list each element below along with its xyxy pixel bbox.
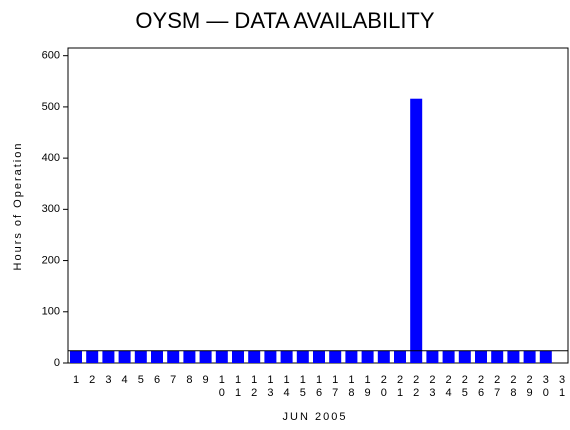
x-tick-label: 1 — [73, 374, 79, 386]
bar — [70, 350, 82, 363]
x-tick-label: 2 — [89, 374, 95, 386]
y-tick-label: 600 — [42, 50, 60, 62]
bar — [410, 98, 423, 364]
plot-frame — [67, 47, 569, 364]
bar — [475, 350, 487, 363]
bar — [426, 350, 439, 363]
bar — [232, 350, 244, 363]
bar — [280, 350, 293, 363]
y-tick-label: 400 — [42, 152, 60, 164]
y-tick-label: 100 — [42, 306, 60, 318]
bar — [264, 350, 277, 363]
x-tick-label: 9 — [203, 374, 209, 386]
bar — [167, 350, 180, 363]
x-tick-label: 6 — [154, 374, 160, 386]
bar — [442, 350, 455, 363]
x-tick-label: 3 — [105, 374, 111, 386]
chart-title: OYSM — DATA AVAILABILITY — [135, 8, 434, 33]
bar — [523, 350, 536, 363]
bar — [377, 350, 390, 363]
bar — [296, 350, 309, 363]
bar — [539, 350, 552, 363]
bar — [345, 350, 358, 363]
bar — [248, 350, 261, 363]
bar — [394, 350, 406, 363]
x-tick-label: 4 — [122, 374, 128, 386]
x-axis-label: JUN 2005 — [283, 411, 348, 423]
y-tick-label: 200 — [42, 254, 60, 266]
bar — [491, 350, 504, 363]
bar — [183, 350, 196, 363]
x-tick-label: 5 — [138, 374, 144, 386]
bar — [199, 350, 212, 363]
bar — [313, 350, 325, 363]
y-tick-label: 0 — [54, 357, 60, 369]
bar — [86, 350, 99, 363]
bar — [151, 350, 163, 363]
y-axis-label: Hours of Operation — [12, 142, 24, 271]
bar — [329, 350, 342, 363]
y-tick-label: 500 — [42, 101, 60, 113]
bar — [361, 350, 374, 363]
bar — [215, 350, 228, 363]
bar — [118, 350, 131, 363]
bar — [134, 350, 147, 363]
bar — [102, 350, 115, 363]
x-tick-label: 8 — [186, 374, 192, 386]
bar — [507, 350, 520, 363]
y-tick-label: 300 — [42, 203, 60, 215]
x-tick-label: 7 — [170, 374, 176, 386]
bar — [458, 350, 471, 363]
